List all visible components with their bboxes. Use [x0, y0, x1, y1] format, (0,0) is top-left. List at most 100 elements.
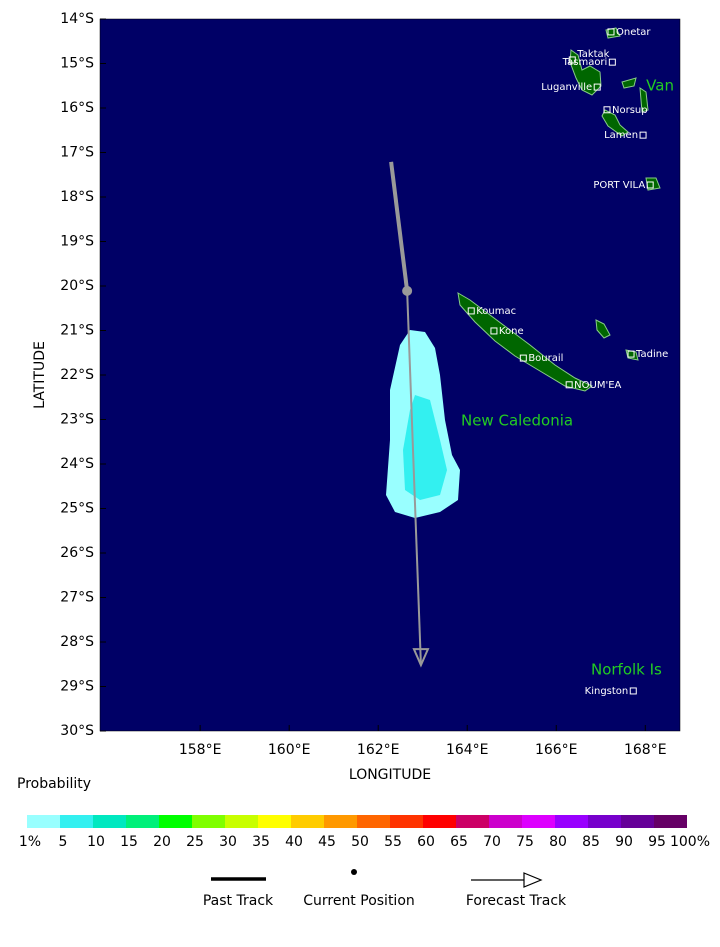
x-tick-label: 160°E: [268, 742, 311, 758]
colorbar-swatch: [390, 815, 423, 828]
y-tick-label: 24°S: [60, 456, 94, 472]
colorbar-label: 25: [186, 834, 204, 850]
x-axis-label: LONGITUDE: [349, 767, 431, 783]
colorbar-swatch: [126, 815, 159, 828]
colorbar-label: 75: [516, 834, 534, 850]
colorbar-swatch: [291, 815, 324, 828]
y-tick-label: 16°S: [60, 100, 94, 116]
place-marker: [608, 58, 616, 66]
place-label: PORT VILA: [593, 180, 645, 191]
region-label: Van: [646, 77, 674, 95]
colorbar-label: 65: [450, 834, 468, 850]
place-label: Kone: [499, 326, 524, 337]
y-tick-label: 28°S: [60, 634, 94, 650]
x-tick-label: 164°E: [446, 742, 489, 758]
place-marker: [639, 131, 647, 139]
colorbar-label: 90: [615, 834, 633, 850]
colorbar-swatch: [159, 815, 192, 828]
colorbar-label: 60: [417, 834, 435, 850]
place-marker: [603, 106, 611, 114]
colorbar-swatch: [588, 815, 621, 828]
y-tick-label: 18°S: [60, 189, 94, 205]
y-tick-label: 25°S: [60, 501, 94, 517]
land: [457, 27, 661, 392]
colorbar-swatch: [423, 815, 456, 828]
colorbar-swatch: [60, 815, 93, 828]
colorbar-swatch: [258, 815, 291, 828]
colorbar-label: 50: [351, 834, 369, 850]
y-tick-label: 19°S: [60, 234, 94, 250]
colorbar-label: 40: [285, 834, 303, 850]
y-tick-label: 29°S: [60, 679, 94, 695]
colorbar-swatch: [357, 815, 390, 828]
colorbar-swatch: [27, 815, 60, 828]
place-label: Bourail: [528, 353, 563, 364]
colorbar-swatch: [456, 815, 489, 828]
colorbar-label: 100%: [670, 834, 710, 850]
colorbar-label: 85: [582, 834, 600, 850]
y-tick-label: 23°S: [60, 412, 94, 428]
colorbar-swatch: [225, 815, 258, 828]
colorbar-label: 55: [384, 834, 402, 850]
y-tick-label: 14°S: [60, 11, 94, 27]
colorbar-label: 5: [59, 834, 68, 850]
place-label: Koumac: [476, 306, 516, 317]
place-marker: [629, 687, 637, 695]
current-position-key: [351, 869, 357, 875]
place-label: Luganville: [541, 82, 592, 93]
place-label: Tadine: [635, 349, 668, 360]
place-marker: [467, 307, 475, 315]
legend-label: Current Position: [303, 893, 415, 909]
colorbar-swatch: [522, 815, 555, 828]
colorbar-label: 35: [252, 834, 270, 850]
colorbar-label: 80: [549, 834, 567, 850]
x-tick-label: 168°E: [624, 742, 667, 758]
x-tick-label: 166°E: [535, 742, 578, 758]
colorbar-swatch: [489, 815, 522, 828]
colorbar-swatch: [192, 815, 225, 828]
colorbar-label: 45: [318, 834, 336, 850]
place-label: NOUM'EA: [574, 380, 621, 391]
place-marker: [593, 83, 601, 91]
current-position: [402, 285, 413, 296]
colorbar-swatch: [555, 815, 588, 828]
y-tick-label: 17°S: [60, 145, 94, 161]
legend-label: Past Track: [203, 893, 274, 909]
place-marker: [646, 181, 654, 189]
legend-title: Probability: [17, 776, 91, 792]
x-tick-label: 162°E: [357, 742, 400, 758]
place-marker: [565, 381, 573, 389]
region-label: New Caledonia: [461, 411, 573, 429]
colorbar-label: 15: [120, 834, 138, 850]
colorbar-label: 30: [219, 834, 237, 850]
place-marker: [607, 28, 615, 36]
y-tick-label: 22°S: [60, 367, 94, 383]
y-tick-label: 15°S: [60, 56, 94, 72]
place-marker: [627, 350, 635, 358]
place-label: Lamen: [604, 130, 638, 141]
colorbar-swatch: [654, 815, 687, 828]
y-axis-label: LATITUDE: [32, 341, 48, 409]
map-background: [100, 19, 680, 731]
place-label: Taktak: [576, 49, 609, 60]
y-tick-label: 26°S: [60, 545, 94, 561]
colorbar-label: 70: [483, 834, 501, 850]
colorbar-swatch: [93, 815, 126, 828]
colorbar-label: 10: [87, 834, 105, 850]
colorbar-swatch: [621, 815, 654, 828]
y-tick-label: 20°S: [60, 278, 94, 294]
legend-label: Forecast Track: [466, 893, 567, 909]
place-marker: [519, 354, 527, 362]
place-marker: [490, 327, 498, 335]
place-label: Kingston: [585, 686, 629, 697]
y-tick-label: 30°S: [60, 723, 94, 739]
past-track: [389, 161, 410, 292]
place-label: Tasmaori: [562, 57, 608, 68]
colorbar-label: 20: [153, 834, 171, 850]
colorbar-swatch: [324, 815, 357, 828]
colorbar-label: 95: [648, 834, 666, 850]
region-label: Norfolk Is: [591, 661, 662, 679]
place-label: Onetar: [616, 27, 651, 38]
forecast-track: [406, 290, 422, 666]
